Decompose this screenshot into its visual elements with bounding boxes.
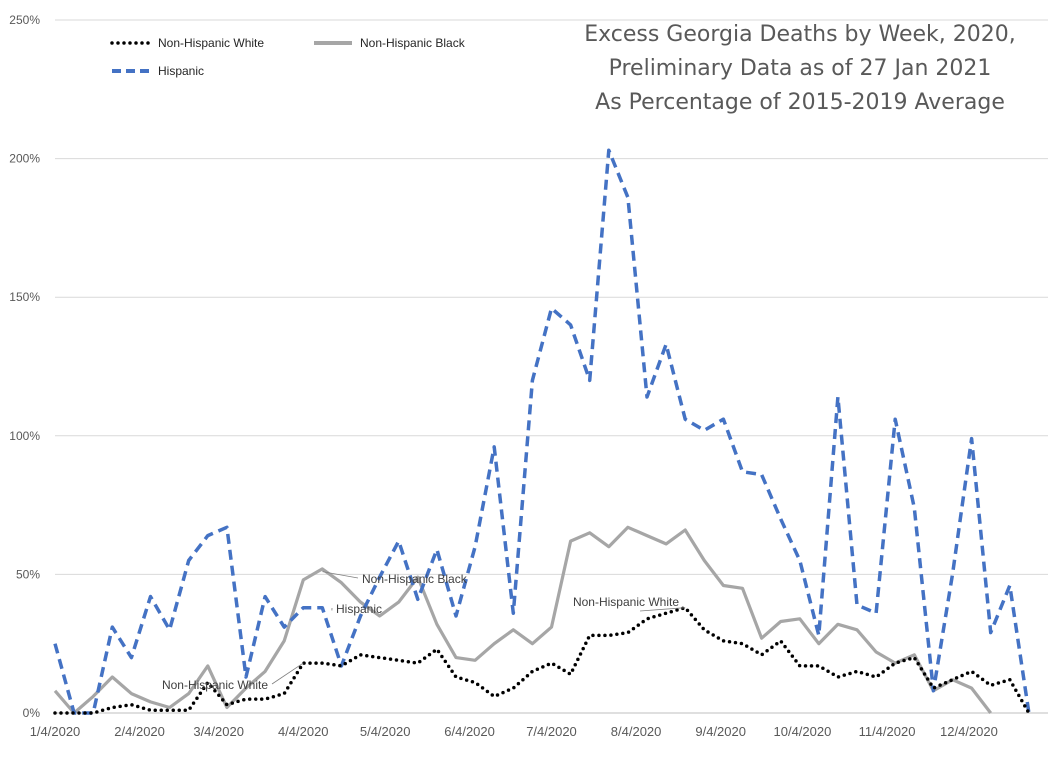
y-tick-label: 0% [23, 706, 41, 720]
x-tick-label: 9/4/2020 [695, 724, 746, 739]
legend-swatch-solid [314, 41, 352, 45]
chart-title-line-1: Excess Georgia Deaths by Week, 2020, [584, 22, 1016, 47]
y-tick-label: 100% [9, 429, 40, 443]
legend-swatch-dotted [110, 41, 152, 45]
x-tick-label: 7/4/2020 [526, 724, 577, 739]
legend-item-white: Non-Hispanic White [110, 36, 264, 50]
annotation-leader-line [271, 662, 304, 685]
y-tick-label: 150% [9, 290, 40, 304]
legend-label-black: Non-Hispanic Black [360, 36, 465, 50]
x-tick-label: 4/4/2020 [278, 724, 329, 739]
annotation-label: Non-Hispanic Black [362, 572, 468, 586]
x-tick-label: 2/4/2020 [114, 724, 165, 739]
x-tick-label: 12/4/2020 [940, 724, 998, 739]
x-tick-label: 1/4/2020 [30, 724, 81, 739]
y-tick-label: 200% [9, 152, 40, 166]
legend-label-white: Non-Hispanic White [158, 36, 265, 50]
legend-label-hispanic: Hispanic [158, 64, 205, 78]
y-tick-label: 250% [9, 13, 40, 27]
series-line-non-hispanic-black [53, 525, 992, 715]
chart-title-line-2: Preliminary Data as of 27 Jan 2021 [608, 56, 992, 81]
series-line-hispanic [53, 148, 1031, 715]
annotation-label: Hispanic [336, 602, 382, 616]
x-tick-label: 8/4/2020 [611, 724, 662, 739]
x-tick-label: 10/4/2020 [774, 724, 832, 739]
series-line-non-hispanic-white [53, 605, 1031, 715]
annotation-label: Non-Hispanic White [573, 595, 679, 609]
legend-swatch-dashed [112, 69, 150, 73]
y-tick-label: 50% [16, 567, 40, 581]
annotation-label: Non-Hispanic White [162, 678, 268, 692]
annotation-leader-line [322, 571, 359, 579]
legend-item-black: Non-Hispanic Black [312, 36, 465, 50]
x-tick-label: 11/4/2020 [859, 724, 916, 739]
x-tick-label: 3/4/2020 [193, 724, 244, 739]
x-tick-label: 5/4/2020 [360, 724, 411, 739]
annotation-leader-line [639, 607, 686, 612]
x-tick-label: 6/4/2020 [444, 724, 495, 739]
legend-item-hispanic: Hispanic [110, 64, 204, 78]
chart-title-line-3: As Percentage of 2015-2019 Average [595, 90, 1005, 115]
chart-title: Excess Georgia Deaths by Week, 2020, Pre… [560, 18, 1040, 120]
